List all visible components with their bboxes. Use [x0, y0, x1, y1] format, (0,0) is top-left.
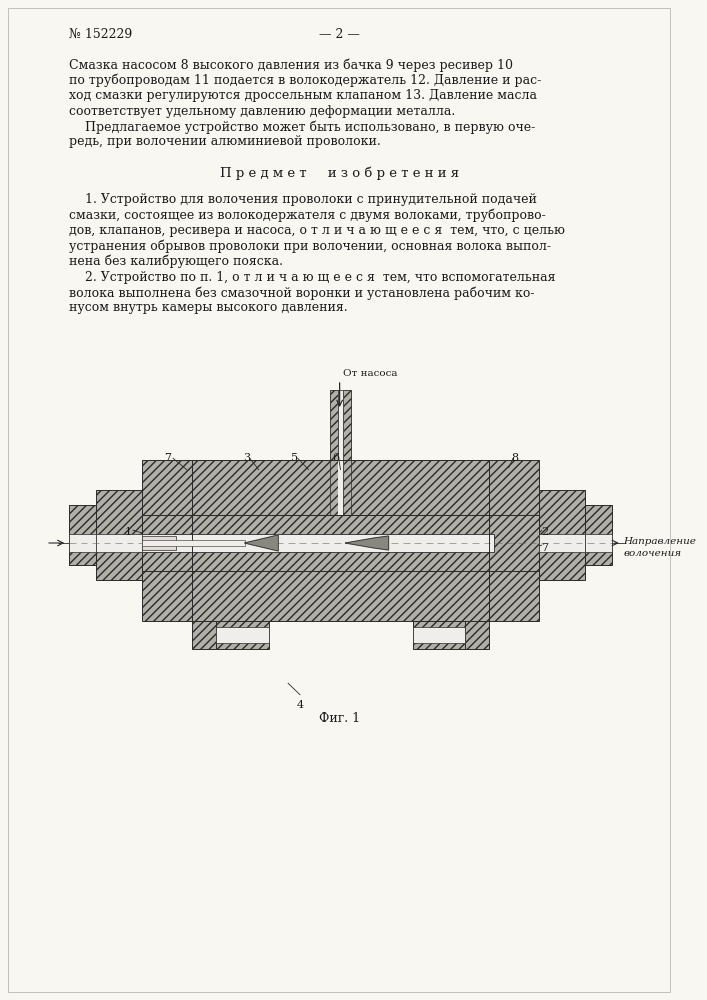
Text: Направление: Направление: [624, 537, 696, 546]
Bar: [344, 390, 351, 503]
Bar: [142, 460, 192, 515]
Text: — 2 —: — 2 —: [319, 28, 360, 41]
Bar: [338, 390, 344, 503]
Text: нусом внутрь камеры высокого давления.: нусом внутрь камеры высокого давления.: [69, 302, 348, 314]
Text: по трубопроводам 11 подается в волокодержатель 12. Давление и рас-: по трубопроводам 11 подается в волокодер…: [69, 74, 542, 87]
Text: 6: 6: [332, 453, 339, 463]
Text: соответствует удельному давлению деформации металла.: соответствует удельному давлению деформа…: [69, 104, 455, 117]
Text: дов, клапанов, ресивера и насоса, о т л и ч а ю щ е е с я  тем, что, с целью: дов, клапанов, ресивера и насоса, о т л …: [69, 224, 565, 237]
Bar: [96, 534, 142, 552]
Bar: [330, 460, 338, 515]
Bar: [330, 390, 338, 503]
Text: Предлагаемое устройство может быть использовано, в первую оче-: Предлагаемое устройство может быть испол…: [69, 120, 535, 133]
Bar: [139, 534, 494, 552]
Bar: [142, 515, 192, 571]
Bar: [216, 627, 269, 643]
Bar: [192, 515, 489, 571]
Text: П р е д м е т     и з о б р е т е н и я: П р е д м е т и з о б р е т е н и я: [220, 167, 459, 180]
Text: Фиг. 1: Фиг. 1: [319, 712, 360, 725]
Text: ход смазки регулируются дроссельным клапаном 13. Давление масла: ход смазки регулируются дроссельным клап…: [69, 89, 537, 102]
Bar: [465, 621, 489, 649]
Bar: [96, 490, 142, 580]
Text: От насоса: От насоса: [344, 369, 398, 378]
Text: 1. Устройство для волочения проволоки с принудительной подачей: 1. Устройство для волочения проволоки с …: [69, 193, 537, 206]
Bar: [192, 460, 489, 515]
Text: 2. Устройство по п. 1, о т л и ч а ю щ е е с я  тем, что вспомогательная: 2. Устройство по п. 1, о т л и ч а ю щ е…: [69, 270, 556, 284]
Text: 2: 2: [542, 527, 549, 537]
Text: Смазка насосом 8 высокого давления из бачка 9 через ресивер 10: Смазка насосом 8 высокого давления из ба…: [69, 58, 513, 72]
Polygon shape: [245, 535, 279, 551]
Bar: [142, 571, 192, 621]
Text: 8: 8: [512, 453, 519, 463]
Text: 7: 7: [542, 543, 549, 553]
Bar: [338, 460, 344, 515]
Text: № 152229: № 152229: [69, 28, 132, 41]
Bar: [413, 621, 465, 649]
Bar: [69, 505, 96, 565]
Text: волочения: волочения: [624, 549, 682, 558]
Text: волока выполнена без смазочной воронки и установлена рабочим ко-: волока выполнена без смазочной воронки и…: [69, 286, 534, 300]
Bar: [216, 621, 269, 649]
Bar: [539, 490, 585, 580]
Text: редь, при волочении алюминиевой проволоки.: редь, при волочении алюминиевой проволок…: [69, 135, 381, 148]
Bar: [539, 534, 585, 552]
Bar: [192, 621, 216, 649]
Bar: [489, 571, 539, 621]
Bar: [344, 460, 351, 515]
Bar: [413, 627, 465, 643]
Bar: [69, 534, 96, 552]
Bar: [142, 536, 175, 550]
Text: устранения обрывов проволоки при волочении, основная волока выпол-: устранения обрывов проволоки при волочен…: [69, 239, 551, 253]
Text: 3: 3: [243, 453, 250, 463]
Polygon shape: [346, 536, 389, 550]
Text: 5: 5: [291, 453, 298, 463]
Text: нена без калибрующего пояска.: нена без калибрующего пояска.: [69, 255, 283, 268]
Bar: [142, 540, 245, 546]
Bar: [585, 505, 612, 565]
Text: 1: 1: [125, 527, 132, 537]
Bar: [585, 534, 612, 552]
Bar: [192, 571, 489, 621]
Text: 7: 7: [165, 453, 171, 463]
Text: смазки, состоящее из волокодержателя с двумя волоками, трубопрово-: смазки, состоящее из волокодержателя с д…: [69, 209, 546, 222]
Text: 4: 4: [297, 700, 304, 710]
Bar: [489, 460, 539, 515]
Bar: [489, 515, 539, 571]
